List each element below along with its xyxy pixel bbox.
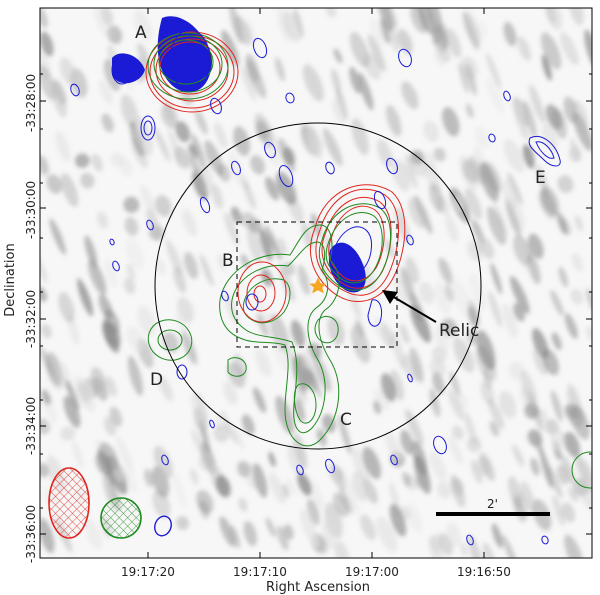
relic-arrow (391, 295, 437, 323)
blue-contour-blob (146, 219, 154, 231)
edge-green-contour (571, 451, 592, 489)
cluster-circle (154, 122, 482, 450)
blue-contour-blob (433, 435, 447, 455)
blue-contour-blob (373, 190, 387, 210)
label-source-e: E (535, 168, 546, 188)
label-relic: Relic (439, 321, 479, 341)
blue-contour-blob (386, 157, 398, 175)
blue-contour-blob (210, 97, 222, 115)
blue-contour-blob (466, 534, 474, 546)
blue-contour-blob (161, 454, 169, 466)
contour-layer (48, 16, 592, 546)
small-blue-contours (70, 37, 549, 546)
label-source-c: C (340, 410, 352, 430)
blue-contour-blob (325, 161, 335, 175)
cluster-center-star (309, 277, 327, 294)
y-tick-label: -33:32:00 (24, 290, 38, 348)
plot-frame (39, 7, 593, 559)
blue-contour-blob (231, 160, 241, 176)
y-tick-label: -33:30:00 (24, 181, 38, 239)
x-axis-label: Right Ascension (266, 580, 370, 595)
blue-contour-blob (503, 90, 511, 102)
blue-contour-blob (325, 458, 335, 474)
blue-contour-blob (488, 133, 496, 143)
y-tick-label: -33:36:00 (24, 505, 38, 563)
scale-bar-label: 2' (487, 497, 498, 511)
x-tick-label: 19:17:10 (233, 565, 287, 579)
label-source-a: A (135, 23, 147, 43)
source-b-contours (237, 261, 287, 323)
y-axis-label: Declination (3, 243, 18, 317)
x-tick-label: 19:16:50 (457, 565, 511, 579)
blue-contour-blob (112, 260, 120, 272)
blue-contour-blob (199, 196, 211, 214)
blue-contour-blob (264, 141, 276, 159)
source-a-contours (111, 16, 239, 141)
y-tick-label: -33:34:00 (24, 397, 38, 455)
zoom-box (236, 221, 398, 348)
blue-contour-blob (70, 83, 80, 97)
blue-contour-blob (278, 164, 294, 188)
label-source-d: D (150, 370, 163, 390)
blue-contour-blob (296, 464, 304, 476)
blue-contour-blob (109, 238, 115, 246)
blue-contour-blob (407, 373, 413, 383)
source-d-contours (147, 319, 193, 380)
x-tick-label: 19:17:00 (345, 565, 399, 579)
blue-contour-blob (390, 454, 398, 466)
grayscale-noise-image (40, 8, 592, 558)
blue-contour-blob (406, 234, 414, 246)
x-tick-label: 19:17:20 (121, 565, 175, 579)
y-tick-label: -33:28:00 (24, 74, 38, 132)
blue-contour-blob (285, 92, 295, 104)
source-e-contours (528, 136, 561, 167)
blue-contour-blob (252, 37, 268, 59)
blue-contour-blob (398, 48, 412, 68)
axis-ticks (40, 8, 592, 558)
blue-contour-blob (209, 419, 215, 429)
label-source-b: B (222, 251, 234, 271)
blue-contour-blob (221, 290, 229, 302)
relic-contours (309, 184, 406, 327)
beam-blue (154, 515, 172, 537)
blue-contour-blob (541, 535, 549, 545)
